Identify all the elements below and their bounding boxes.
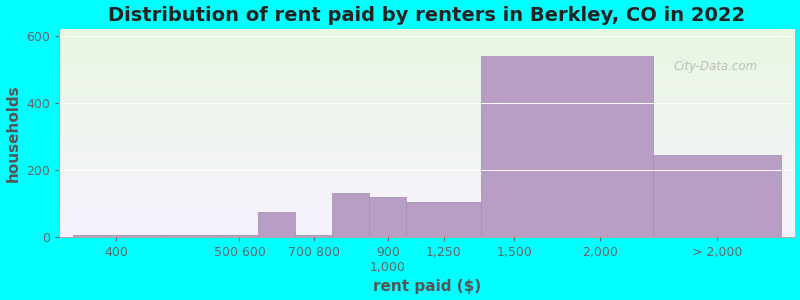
- Bar: [370, 196, 406, 237]
- Bar: [653, 155, 781, 237]
- Y-axis label: households: households: [6, 84, 21, 182]
- Bar: [332, 193, 370, 237]
- Title: Distribution of rent paid by renters in Berkley, CO in 2022: Distribution of rent paid by renters in …: [108, 6, 746, 25]
- Bar: [221, 235, 258, 237]
- Text: City-Data.com: City-Data.com: [673, 60, 758, 73]
- Bar: [160, 235, 221, 237]
- Bar: [73, 235, 160, 237]
- X-axis label: rent paid ($): rent paid ($): [373, 279, 481, 294]
- Bar: [258, 212, 295, 237]
- Bar: [481, 56, 653, 237]
- Bar: [406, 202, 481, 237]
- Bar: [295, 235, 332, 237]
